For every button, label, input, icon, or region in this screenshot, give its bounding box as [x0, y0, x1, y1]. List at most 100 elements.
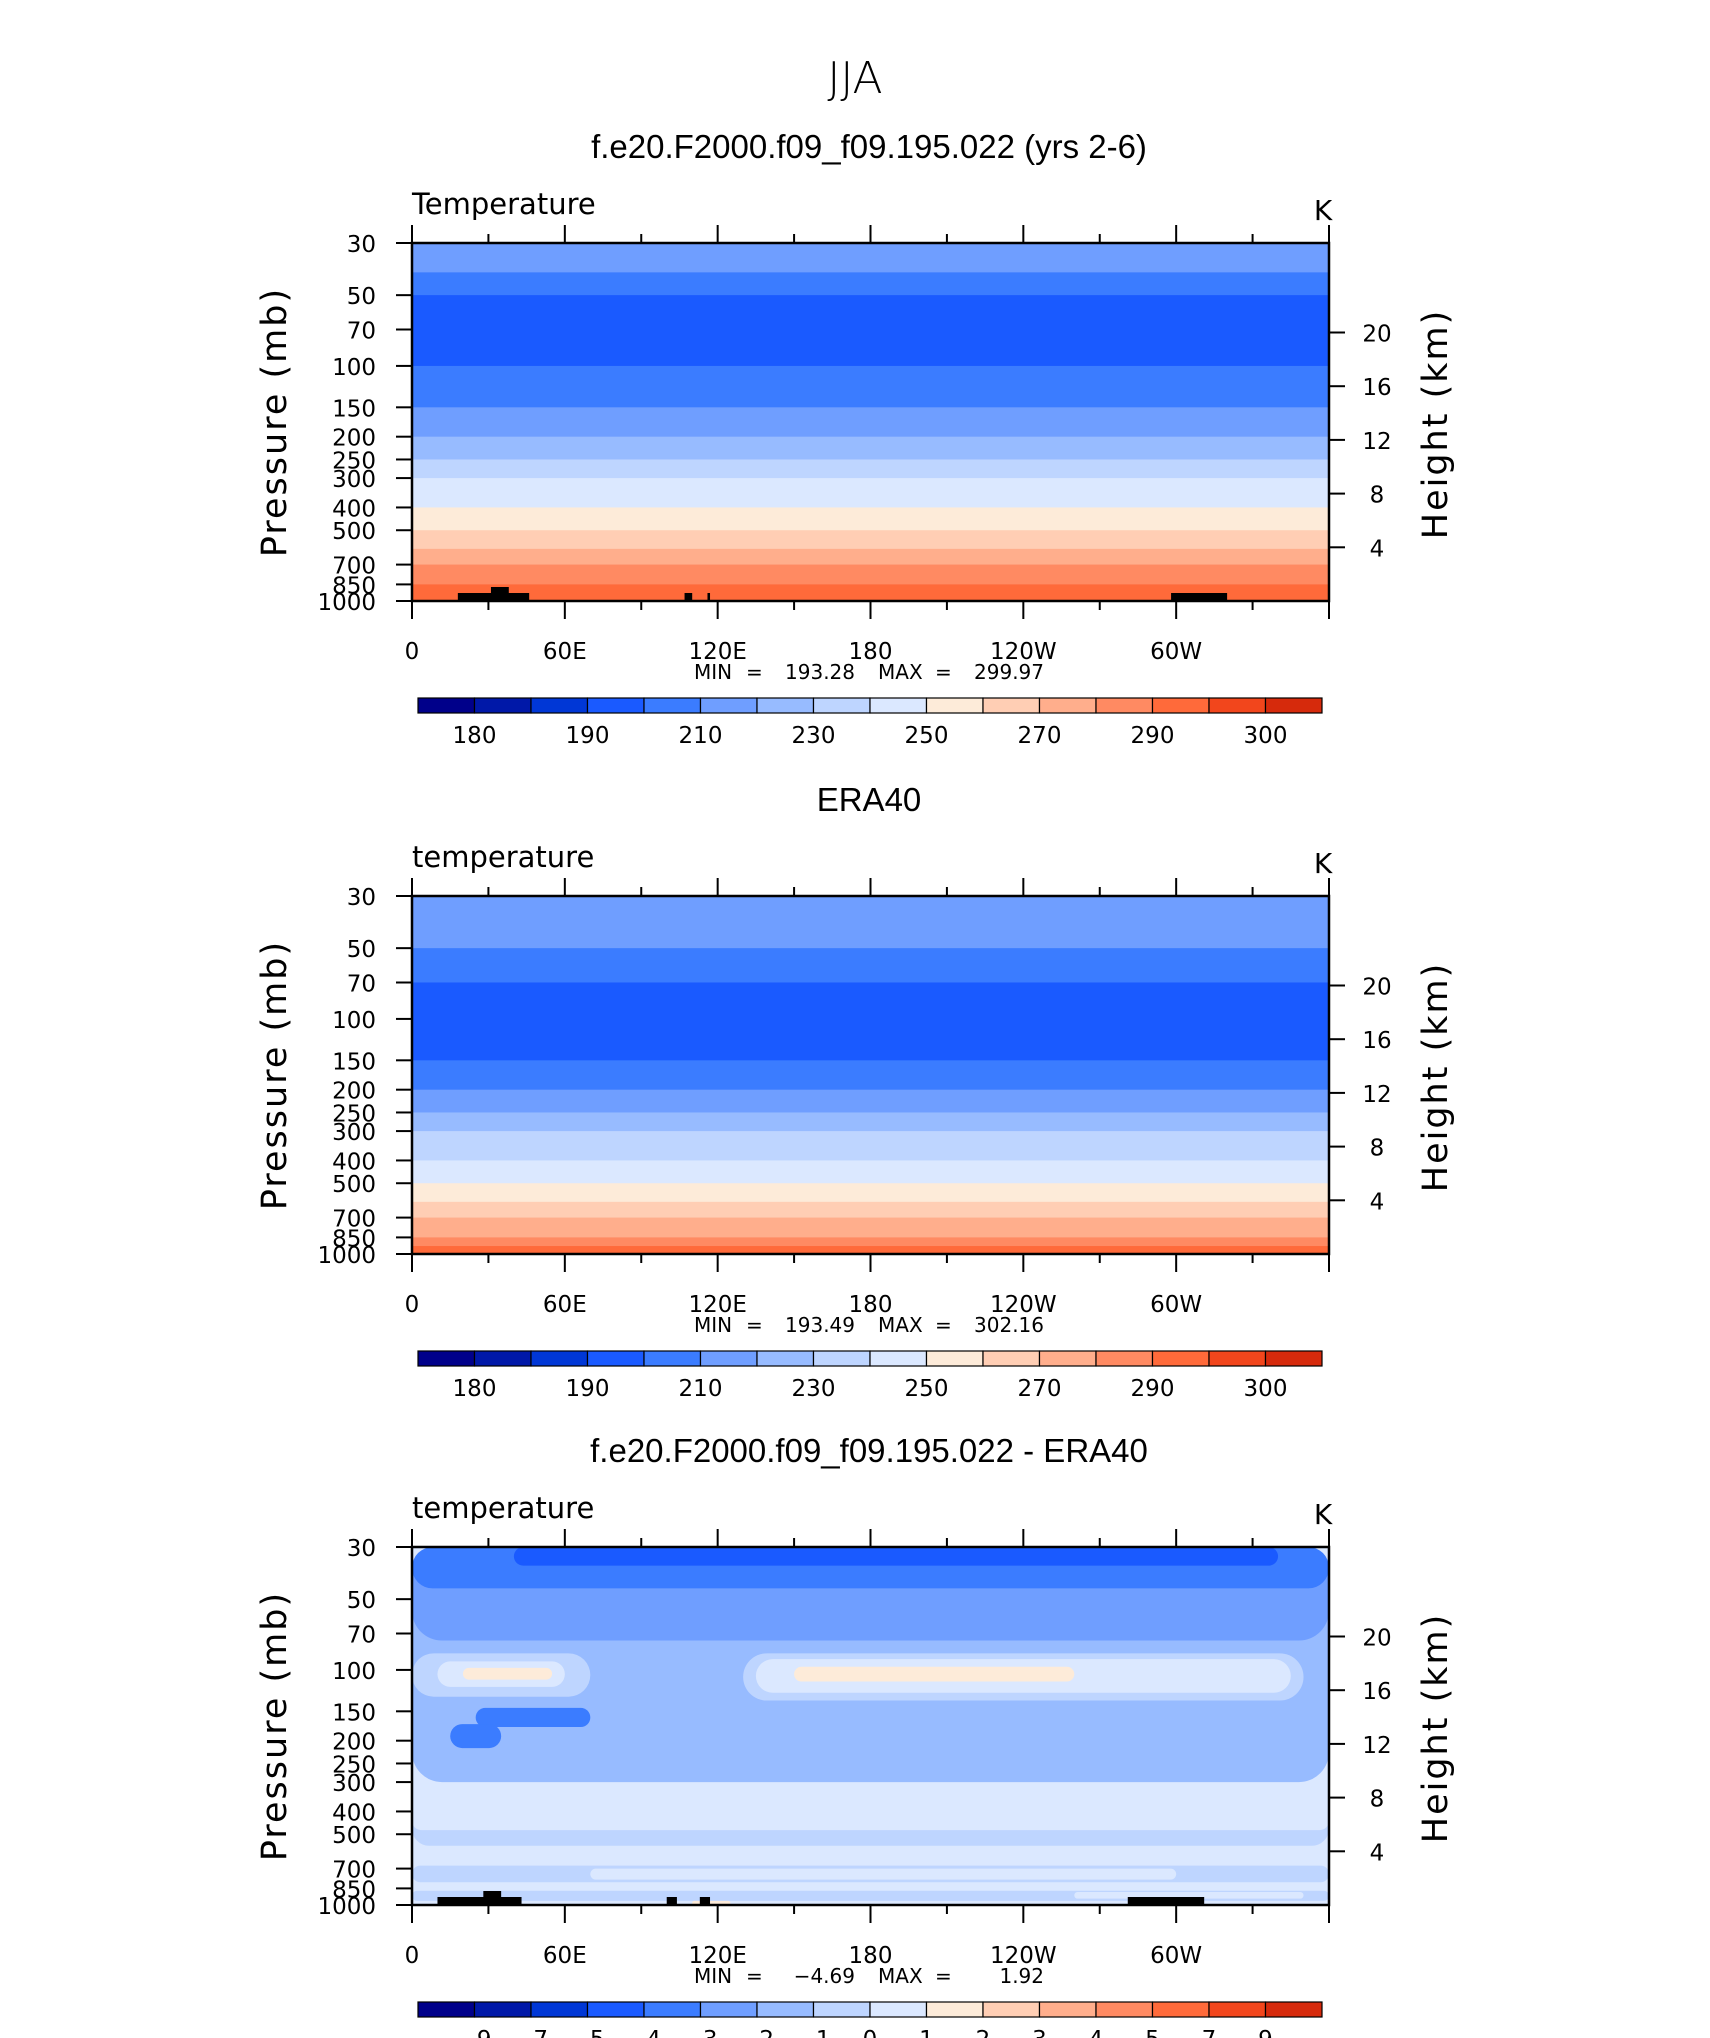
min-label: MIN — [694, 660, 732, 684]
colorbar-box — [1264, 697, 1323, 714]
panel-title: ERA40 — [817, 781, 922, 818]
colorbar-box — [812, 697, 871, 714]
colorbar-box — [530, 2001, 589, 2018]
y-tick-label: 300 — [332, 467, 376, 493]
colorbar-box — [1095, 2001, 1154, 2018]
contour-band — [412, 507, 1329, 531]
colorbar-box — [643, 2001, 702, 2018]
colorbar-box — [756, 2001, 815, 2018]
y-tick-label: 850 — [332, 1877, 376, 1903]
x-tick-label: 120E — [688, 1292, 746, 1318]
topography-mask — [1171, 593, 1228, 601]
colorbar-label: 2 — [976, 2027, 991, 2038]
y-tick-label: 100 — [332, 1008, 376, 1034]
y-tick-label: 70 — [347, 1623, 376, 1649]
colorbar-box — [473, 1350, 532, 1367]
colorbar-box — [699, 697, 758, 714]
y-tick-label: 700 — [332, 1858, 376, 1884]
y-tick-label: 100 — [332, 355, 376, 381]
colorbar-label: 3 — [1032, 2027, 1047, 2038]
panel-title: f.e20.F2000.f09_f09.195.022 (yrs 2-6) — [591, 128, 1147, 165]
colorbar-label: 180 — [453, 1376, 497, 1402]
x-tick-label: 60E — [543, 1943, 587, 1969]
y-tick-label: 300 — [332, 1120, 376, 1146]
colorbar-box — [699, 2001, 758, 2018]
y2-axis-label: Height (km) — [1416, 309, 1456, 540]
y2-tick-label: 20 — [1362, 975, 1391, 1001]
y-tick-label: 30 — [347, 232, 376, 258]
contour-band — [412, 329, 1329, 367]
contour-region — [590, 1868, 1177, 1880]
y-tick-label: 200 — [332, 1079, 376, 1105]
y2-tick-label: 16 — [1362, 1679, 1391, 1705]
colorbar-label: −4 — [627, 2027, 661, 2038]
colorbar-box — [1151, 697, 1210, 714]
y-tick-label: 250 — [332, 1101, 376, 1127]
min-equals: = — [746, 1313, 763, 1337]
y2-tick-label: 20 — [1362, 1626, 1391, 1652]
colorbar-label: −9 — [458, 2027, 492, 2038]
max-equals: = — [935, 660, 952, 684]
y2-tick-label: 16 — [1362, 1028, 1391, 1054]
max-label: MAX — [878, 1313, 923, 1337]
y2-tick-label: 8 — [1370, 483, 1385, 509]
contour-region — [794, 1666, 1075, 1682]
y-tick-label: 150 — [332, 1700, 376, 1726]
contour-band — [412, 593, 1329, 602]
colorbar-box — [643, 697, 702, 714]
colorbar-box — [869, 1350, 928, 1367]
contour-band — [412, 459, 1329, 479]
colorbar-label: 250 — [905, 723, 949, 749]
contour-region — [1074, 1891, 1304, 1899]
y-tick-label: 400 — [332, 1149, 376, 1175]
colorbar-label: 190 — [566, 1376, 610, 1402]
colorbar-box — [417, 2001, 476, 2018]
contour-region — [513, 1547, 1279, 1566]
min-label: MIN — [694, 1313, 732, 1337]
min-value: 193.28 — [785, 660, 855, 684]
x-tick-label: 120E — [688, 639, 746, 665]
y-tick-label: 70 — [347, 972, 376, 998]
y-tick-label: 150 — [332, 1049, 376, 1075]
colorbar-label: 290 — [1131, 1376, 1175, 1402]
colorbar-box — [1095, 1350, 1154, 1367]
topography-mask — [483, 1891, 502, 1905]
colorbar-box — [417, 1350, 476, 1367]
min-value: −4.69 — [794, 1964, 855, 1988]
colorbar-box — [812, 2001, 871, 2018]
contour-band — [412, 365, 1329, 408]
contour-band — [412, 1201, 1329, 1219]
y2-tick-label: 12 — [1362, 429, 1391, 455]
colorbar-label: 290 — [1131, 723, 1175, 749]
y-axis-label: Pressure (mb) — [255, 1591, 295, 1861]
y-tick-label: 1000 — [317, 590, 376, 616]
x-tick-label: 60E — [543, 1292, 587, 1318]
colorbar-box — [586, 697, 645, 714]
y-tick-label: 250 — [332, 448, 376, 474]
colorbar-label: −7 — [514, 2027, 548, 2038]
plot-area — [412, 896, 1329, 1255]
panels: f.e20.F2000.f09_f09.195.022 (yrs 2-6) Tem… — [255, 128, 1456, 2038]
y2-tick-label: 8 — [1370, 1136, 1385, 1162]
contour-band — [412, 548, 1329, 566]
colorbar-box — [643, 1350, 702, 1367]
min-equals: = — [746, 660, 763, 684]
x-tick-label: 60W — [1150, 1292, 1202, 1318]
colorbar-label: 180 — [453, 723, 497, 749]
topography-mask — [707, 593, 711, 601]
y-tick-label: 200 — [332, 426, 376, 452]
y-tick-label: 50 — [347, 1588, 376, 1614]
y-tick-label: 850 — [332, 573, 376, 599]
contour-band — [412, 1112, 1329, 1132]
colorbar-box — [756, 697, 815, 714]
colorbar-label: −3 — [684, 2027, 718, 2038]
y-tick-label: 250 — [332, 1752, 376, 1778]
contour-band — [412, 436, 1329, 461]
x-tick-label: 180 — [849, 639, 893, 665]
colorbar-label: 4 — [1089, 2027, 1104, 2038]
contour-band — [412, 1060, 1329, 1091]
max-value: 302.16 — [974, 1313, 1044, 1337]
y-tick-label: 500 — [332, 1172, 376, 1198]
colorbar-box — [812, 1350, 871, 1367]
y2-tick-label: 12 — [1362, 1082, 1391, 1108]
